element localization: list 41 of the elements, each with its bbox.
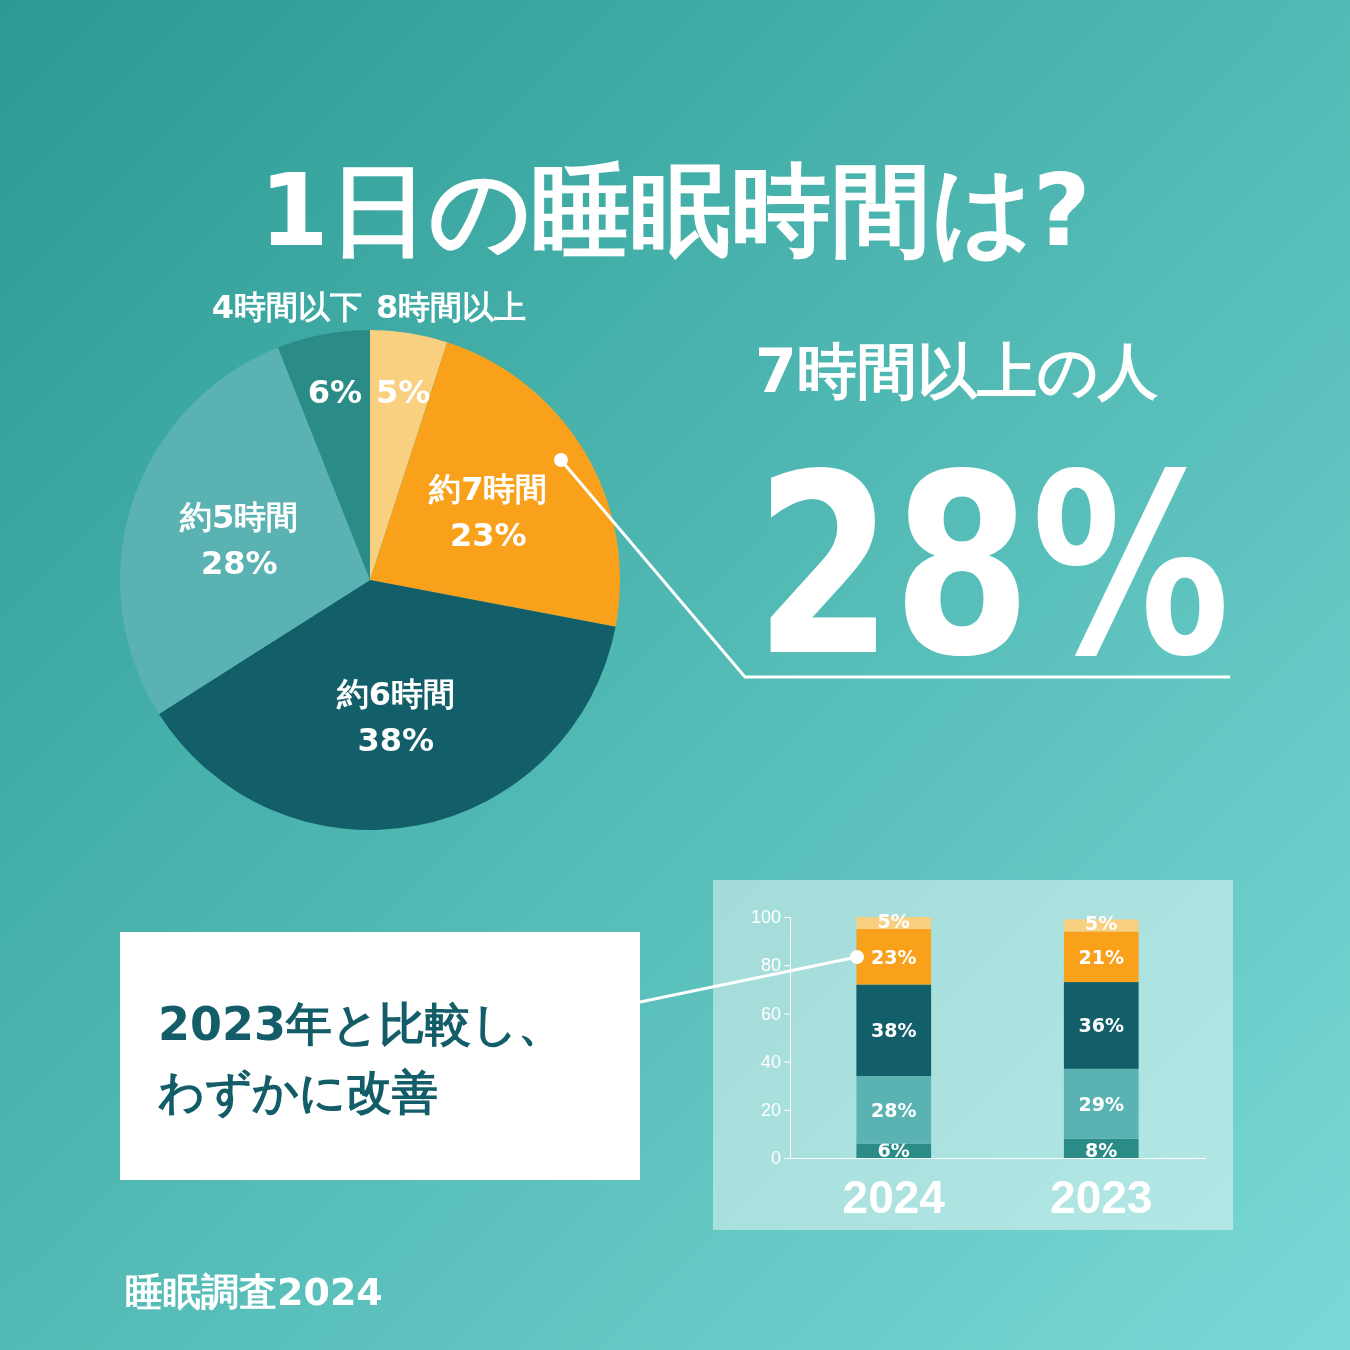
pie-slice: [120, 347, 370, 714]
slice-label: 約7時間: [428, 470, 548, 509]
data-label: 38%: [357, 721, 435, 760]
text: 28%: [755, 420, 1350, 711]
data-label: 5%: [1085, 912, 1118, 935]
y-tick-label: 60: [760, 1003, 781, 1024]
slice-label: 8時間以上: [376, 288, 527, 326]
slice-label: 4時間以下: [211, 288, 362, 326]
pie-slice: [158, 580, 616, 830]
data-label: 6%: [307, 373, 362, 411]
text: 7時間以上の人: [755, 336, 1158, 406]
chart-title: 1日の睡眠時間は?: [259, 152, 1091, 269]
text: 2023年と比較し、わずかに改善: [158, 997, 565, 1119]
y-tick-label: 0: [770, 1148, 781, 1169]
data-label: 28%: [200, 543, 278, 582]
data-label: 23%: [871, 945, 917, 968]
data-label: 5%: [376, 373, 431, 411]
y-tick-label: 100: [750, 907, 781, 928]
y-tick-label: 20: [760, 1100, 781, 1121]
x-tick-label: 2023: [1050, 1171, 1153, 1224]
data-label: 29%: [1078, 1092, 1124, 1115]
bar: [856, 984, 932, 1077]
slice-label: 約6時間: [335, 675, 455, 714]
data-label: 28%: [871, 1098, 917, 1121]
text: 睡眠調査2024: [125, 1270, 383, 1314]
data-label: 38%: [871, 1019, 917, 1042]
slice-label: 約5時間: [179, 497, 299, 536]
bar: [856, 1076, 932, 1144]
bar: [1063, 982, 1139, 1069]
data-label: 8%: [1085, 1139, 1118, 1161]
pie-slice: [370, 342, 620, 627]
data-label: 21%: [1078, 945, 1124, 968]
x-tick-label: 2024: [842, 1171, 946, 1224]
bar: [1063, 931, 1139, 983]
data-label: 6%: [877, 1139, 910, 1161]
data-label: 23%: [450, 516, 527, 555]
bar: [1063, 1068, 1139, 1139]
data-label: 36%: [1078, 1014, 1124, 1037]
data-label: 5%: [877, 910, 910, 933]
y-tick-label: 40: [760, 1051, 781, 1072]
y-tick-label: 80: [760, 955, 781, 976]
